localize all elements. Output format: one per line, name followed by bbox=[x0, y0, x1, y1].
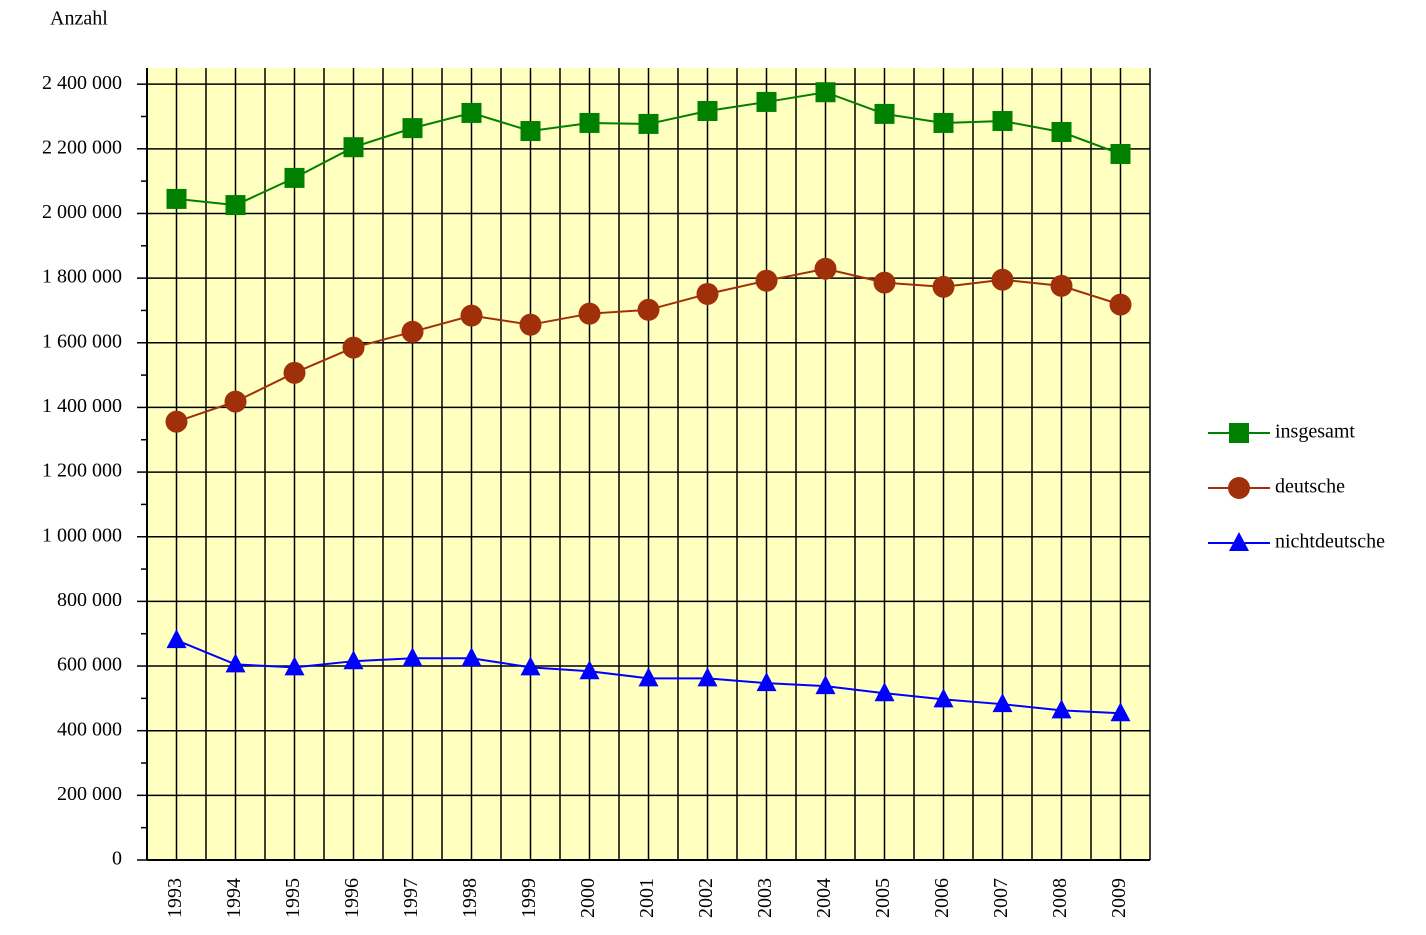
data-point bbox=[225, 653, 246, 673]
x-tick-label: 2001 bbox=[636, 878, 658, 918]
x-tick-label: 1995 bbox=[282, 878, 304, 918]
data-point bbox=[814, 257, 837, 280]
legend-label: nichtdeutsche bbox=[1275, 531, 1385, 553]
data-point bbox=[697, 100, 718, 121]
data-point bbox=[991, 268, 1014, 291]
data-point bbox=[638, 113, 659, 134]
data-point bbox=[1051, 122, 1072, 143]
data-point bbox=[874, 682, 895, 702]
data-point bbox=[460, 304, 483, 327]
data-point bbox=[1050, 274, 1073, 297]
x-tick-label: 2004 bbox=[813, 878, 835, 918]
legend-label: insgesamt bbox=[1275, 421, 1355, 443]
y-tick-label: 1 400 000 bbox=[42, 395, 122, 417]
data-point bbox=[578, 302, 601, 325]
x-tick-label: 2002 bbox=[695, 878, 717, 918]
x-tick-label: 2000 bbox=[577, 878, 599, 918]
data-point bbox=[166, 629, 187, 649]
data-point bbox=[932, 275, 955, 298]
y-tick-label: 800 000 bbox=[57, 589, 122, 611]
data-point bbox=[343, 137, 364, 158]
y-tick-label: 1 000 000 bbox=[42, 524, 122, 546]
data-point bbox=[755, 269, 778, 292]
data-point bbox=[873, 271, 896, 294]
data-point bbox=[815, 82, 836, 103]
data-point bbox=[1051, 699, 1072, 719]
x-tick-label: 2003 bbox=[754, 878, 776, 918]
y-tick-label: 2 200 000 bbox=[42, 136, 122, 158]
data-point bbox=[992, 111, 1013, 132]
legend-marker bbox=[1229, 532, 1249, 551]
x-tick-label: 2005 bbox=[872, 878, 894, 918]
data-point bbox=[1109, 293, 1132, 316]
y-tick-label: 600 000 bbox=[57, 654, 122, 676]
x-tick-label: 2006 bbox=[931, 878, 953, 918]
x-tick-label: 1996 bbox=[341, 878, 363, 918]
y-tick-label: 200 000 bbox=[57, 783, 122, 805]
data-point bbox=[342, 336, 365, 359]
data-point bbox=[579, 112, 600, 133]
data-point bbox=[637, 298, 660, 321]
data-point bbox=[696, 282, 719, 305]
data-point bbox=[638, 667, 659, 687]
data-point bbox=[579, 660, 600, 680]
y-tick-label: 400 000 bbox=[57, 718, 122, 740]
data-point bbox=[520, 121, 541, 142]
x-tick-label: 1998 bbox=[459, 878, 481, 918]
data-point bbox=[520, 656, 541, 676]
data-point bbox=[225, 195, 246, 216]
x-tick-label: 1997 bbox=[400, 878, 422, 918]
y-tick-label: 0 bbox=[112, 848, 122, 870]
data-point bbox=[933, 688, 954, 708]
data-point bbox=[283, 361, 306, 384]
legend-marker bbox=[1229, 423, 1249, 443]
legend-marker bbox=[1228, 477, 1250, 499]
data-point bbox=[284, 656, 305, 676]
y-tick-label: 1 200 000 bbox=[42, 460, 122, 482]
data-point bbox=[874, 103, 895, 124]
data-point bbox=[402, 118, 423, 139]
y-tick-label: 1 800 000 bbox=[42, 266, 122, 288]
data-point bbox=[756, 91, 777, 112]
x-tick-label: 1994 bbox=[223, 878, 245, 918]
data-point bbox=[166, 188, 187, 209]
y-axis-label: Anzahl bbox=[50, 8, 108, 30]
data-point bbox=[1110, 143, 1131, 164]
data-point bbox=[992, 693, 1013, 713]
data-point bbox=[165, 410, 188, 433]
legend-label: deutsche bbox=[1275, 476, 1345, 498]
data-point bbox=[933, 112, 954, 133]
data-point bbox=[284, 167, 305, 188]
x-tick-label: 1999 bbox=[518, 878, 540, 918]
data-point bbox=[402, 647, 423, 667]
data-point bbox=[461, 102, 482, 123]
data-point bbox=[756, 672, 777, 692]
data-point bbox=[697, 667, 718, 687]
y-tick-label: 2 000 000 bbox=[42, 201, 122, 223]
data-point bbox=[461, 647, 482, 667]
data-point bbox=[1110, 702, 1131, 722]
data-point bbox=[519, 313, 542, 336]
y-tick-label: 1 600 000 bbox=[42, 330, 122, 352]
x-tick-label: 2009 bbox=[1108, 878, 1130, 918]
data-point bbox=[815, 675, 836, 695]
data-point bbox=[343, 650, 364, 670]
y-tick-label: 2 400 000 bbox=[42, 72, 122, 94]
data-point bbox=[401, 320, 424, 343]
x-tick-label: 2007 bbox=[990, 878, 1012, 918]
data-point bbox=[224, 390, 247, 413]
x-tick-label: 1993 bbox=[164, 878, 186, 918]
x-tick-label: 2008 bbox=[1049, 878, 1071, 918]
